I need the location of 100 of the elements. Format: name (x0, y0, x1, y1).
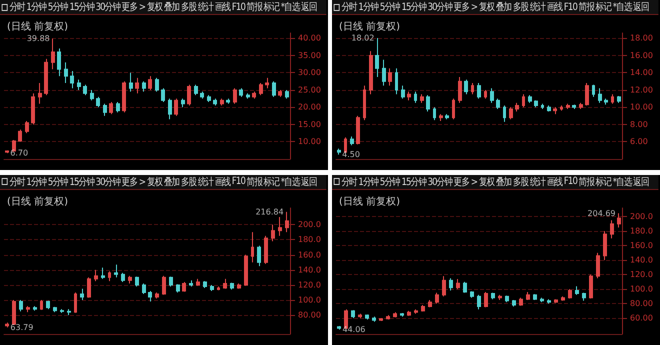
annotation: 204.69 (588, 208, 616, 218)
text: 30分钟 (428, 0, 452, 14)
candlestick (435, 292, 439, 304)
candlestick (210, 284, 214, 291)
text: 15分钟 (401, 0, 426, 14)
text: 标记 (264, 0, 280, 14)
candlestick (217, 285, 220, 290)
text: 多股 (512, 176, 528, 188)
candlestick (5, 322, 9, 328)
candlestick (264, 234, 268, 264)
text: 统计 (198, 176, 214, 188)
candlestick (223, 278, 227, 289)
candlestick (509, 106, 513, 120)
candlestick (181, 98, 185, 108)
candlestick (128, 274, 132, 284)
candlestick (393, 311, 397, 318)
candlestick (433, 106, 436, 121)
candlestick (57, 48, 61, 77)
candlestick (464, 79, 468, 95)
candlestick (400, 312, 404, 317)
candlestick (230, 282, 234, 290)
text: 1分钟 (358, 176, 378, 188)
candlestick (401, 85, 405, 100)
y-tick-label: 10.00 (630, 102, 653, 112)
candlestick (40, 299, 43, 310)
candlestick (135, 77, 139, 94)
chart-subtitle: (日线 前复权) (7, 195, 68, 207)
candlestick (540, 296, 544, 302)
candlestick (200, 91, 204, 100)
y-tick-label: 6.00 (630, 137, 648, 146)
text: *自选 (280, 0, 300, 14)
candlestick (449, 277, 453, 291)
candlestick (161, 88, 165, 103)
candlestick (129, 72, 133, 92)
text: 复权 (146, 176, 162, 188)
candlestick (445, 114, 449, 120)
candlestick (187, 84, 191, 106)
candlestick (271, 224, 275, 242)
candlestick (121, 272, 125, 282)
y-tick-label: 120.0 (298, 280, 321, 289)
candlestick (388, 68, 392, 86)
text: 15分钟 (401, 176, 426, 188)
y-tick-label: 200.0 (630, 212, 653, 221)
candlestick (203, 280, 207, 288)
chart-subtitle: (日线 前复权) (7, 20, 68, 32)
candlestick (598, 88, 602, 104)
candlestick (589, 274, 593, 299)
candlestick (572, 104, 576, 110)
candlestick (484, 291, 488, 308)
text: 画线 (546, 176, 562, 188)
candlestick (533, 293, 537, 300)
text: 简报 (578, 0, 594, 14)
text: 叠加 (496, 0, 512, 14)
text: 叠加 (496, 176, 512, 188)
candlestick (272, 80, 276, 98)
candlestick (617, 212, 621, 228)
text: 统计 (198, 0, 214, 14)
text: 画线 (546, 0, 562, 14)
candlestick (414, 308, 418, 314)
y-tick-label: 35.00 (298, 50, 321, 60)
candlestick (116, 102, 120, 113)
candlestick (142, 282, 146, 294)
candlestick (585, 82, 589, 106)
candlestick (64, 62, 68, 84)
candlestick (395, 68, 398, 95)
annotation: 63.79 (10, 322, 34, 332)
text: 更多 > (454, 176, 478, 188)
text: 15分钟 (69, 176, 94, 188)
candlestick (233, 88, 237, 104)
candlestick (575, 285, 579, 295)
text: 5分钟 (380, 0, 400, 14)
text: 标记 (596, 176, 612, 188)
candlestick (553, 106, 557, 115)
candlestick (471, 82, 474, 95)
text: 返回 (301, 0, 316, 14)
candlestick (194, 84, 198, 96)
text: 分时 (341, 176, 357, 188)
y-tick-label: 20.00 (298, 102, 321, 112)
y-tick-label: 100.0 (630, 284, 653, 294)
text: *自选 (280, 176, 300, 188)
text: 分时 (341, 0, 357, 14)
candlestick (252, 91, 256, 100)
candlestick (278, 89, 282, 98)
candlestick (519, 296, 523, 306)
text: 5分钟 (380, 176, 400, 188)
candlestick (452, 98, 455, 120)
candlestick (87, 276, 91, 298)
candlestick (12, 299, 16, 325)
candlestick (534, 100, 538, 108)
candlestick (80, 288, 84, 300)
candlestick (155, 292, 159, 299)
candlestick (53, 306, 57, 312)
candlestick (31, 92, 35, 125)
candlestick (566, 103, 570, 110)
candlestick (372, 316, 376, 322)
candlestick (365, 313, 369, 320)
text: 1分钟 (26, 0, 46, 14)
text: 返回 (633, 176, 648, 188)
candlestick (498, 294, 502, 300)
candlestick (351, 309, 355, 318)
